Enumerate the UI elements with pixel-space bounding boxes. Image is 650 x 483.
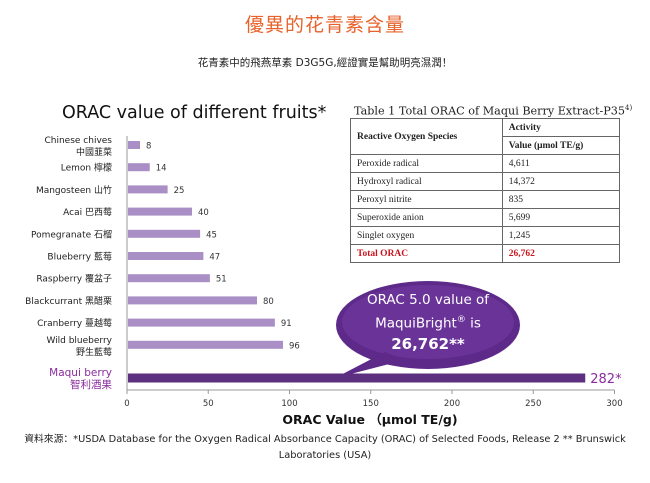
x-tick-label: 0	[124, 399, 129, 409]
category-label: Maqui berry	[49, 367, 112, 379]
bar-5	[128, 252, 204, 260]
orac-table: Reactive Oxygen Species Activity Value (…	[350, 118, 621, 263]
category-label: Lemon 檸檬	[61, 162, 112, 174]
table-row: Hydroxyl radical 14,372	[350, 172, 621, 191]
data-label: 80	[263, 297, 274, 307]
table-cell-value: 5,699	[501, 208, 621, 227]
callout-value: 26,762**	[391, 334, 465, 353]
x-tick-label: 150	[363, 399, 379, 409]
x-axis-label: ORAC Value （μmol TE/g)	[282, 412, 457, 427]
category-sublabel: 智利酒果	[70, 378, 112, 391]
bar-0	[128, 141, 140, 149]
callout-text: ORAC 5.0 value of MaquiBright® is 26,762…	[348, 290, 508, 354]
table-row: Peroxyl nitrite 835	[350, 190, 621, 209]
data-label: 8	[146, 142, 151, 152]
callout-bubble	[335, 281, 520, 378]
page-subhead: 花青素中的飛燕草素 D3G5G,經證實是幫助明亮濕潤！	[197, 57, 453, 69]
callout-brand: MaquiBright	[375, 315, 457, 332]
data-label: 45	[206, 230, 217, 240]
table-header-species: Reactive Oxygen Species	[350, 118, 503, 155]
x-tick-label: 300	[606, 399, 622, 409]
table-cell-value: 835	[501, 190, 621, 209]
x-tick-label: 250	[525, 399, 541, 409]
category-label: Wild blueberry	[46, 336, 112, 346]
data-label: 96	[289, 341, 300, 351]
bar-6	[128, 274, 210, 283]
bar-9	[128, 340, 283, 349]
table-cell-value: 1,245	[501, 226, 621, 245]
bar-1	[128, 163, 150, 172]
data-label: 40	[198, 208, 209, 218]
data-label: 25	[174, 186, 185, 196]
category-label: Blackcurrant 黑醋栗	[25, 295, 112, 307]
bar-7	[128, 296, 257, 305]
data-label: 51	[216, 275, 227, 285]
table-header-activity: Activity	[501, 118, 621, 137]
table-caption: Table 1 Total ORAC of Maqui Berry Extrac…	[354, 104, 632, 118]
table-total-label: Total ORAC	[350, 244, 503, 263]
data-label: 91	[281, 319, 292, 329]
table-row: Peroxide radical 4,611	[350, 154, 621, 173]
table-row: Superoxide anion 5,699	[350, 208, 621, 227]
table-total-row: Total ORAC 26,762	[350, 244, 621, 263]
table-header-row: Reactive Oxygen Species Activity	[350, 118, 621, 155]
table-caption-ref: 4)	[625, 104, 633, 112]
x-tick-label: 100	[281, 399, 297, 409]
data-label: 282*	[590, 372, 622, 387]
data-label: 47	[209, 253, 220, 263]
callout-line-2: MaquiBright® is	[348, 310, 508, 334]
page-headline: 優異的花青素含量	[244, 14, 405, 36]
table-caption-text: Table 1 Total ORAC of Maqui Berry Extrac…	[354, 104, 626, 118]
table-cell-value: 4,611	[501, 154, 621, 173]
callout-line-2-tail: is	[465, 315, 481, 332]
table-cell-species: Hydroxyl radical	[350, 172, 503, 191]
category-label: Chinese chives	[44, 136, 112, 146]
table-cell-species: Singlet oxygen	[350, 226, 503, 245]
category-label: Raspberry 覆盆子	[36, 273, 112, 285]
table-row: Singlet oxygen 1,245	[350, 226, 621, 245]
category-label: Acai 巴西莓	[63, 206, 112, 218]
chart-title: ORAC value of different fruits*	[62, 103, 327, 123]
category-label: Pomegranate 石榴	[31, 228, 112, 240]
table-cell-species: Peroxide radical	[350, 154, 503, 173]
bar-2	[128, 185, 168, 194]
table-cell-species: Peroxyl nitrite	[350, 190, 503, 209]
table-header-unit: Value (μmol TE/g)	[501, 136, 621, 155]
category-label: Cranberry 蔓越莓	[37, 317, 112, 329]
category-sublabel: 中國韮菜	[76, 146, 112, 158]
bar-8	[128, 318, 275, 327]
x-tick-label: 50	[203, 399, 214, 409]
source-footnote: 資料來源：*USDA Database for the Oxygen Radic…	[24, 434, 626, 461]
table-total-value: 26,762	[501, 244, 621, 263]
bar-3	[128, 207, 192, 216]
callout-line-1: ORAC 5.0 value of	[366, 292, 490, 308]
data-label: 14	[156, 164, 167, 174]
table-cell-value: 14,372	[501, 172, 621, 191]
x-tick-label: 200	[444, 399, 460, 409]
table-cell-species: Superoxide anion	[350, 208, 503, 227]
category-label: Mangosteen 山竹	[36, 184, 112, 196]
category-label: Blueberry 藍莓	[47, 251, 112, 263]
bar-4	[128, 229, 201, 238]
callout-registered-mark: ®	[456, 315, 466, 325]
category-sublabel: 野生藍莓	[76, 346, 112, 358]
bar-10	[128, 373, 586, 383]
